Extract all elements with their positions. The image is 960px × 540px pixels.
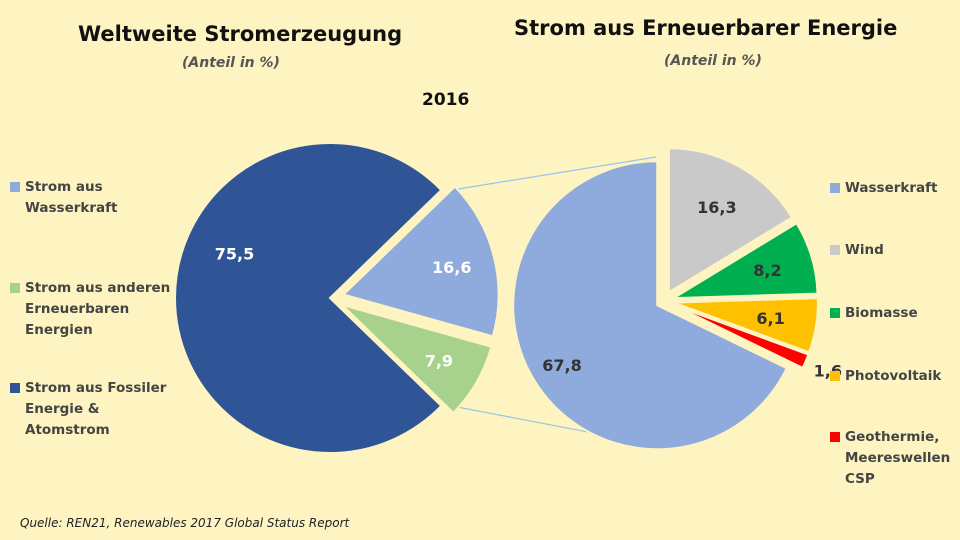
pie-slice-strom-aus-wasserkraft [341, 185, 500, 338]
pie-slice-strom-aus-anderen-erneuerbaren-energien [341, 304, 493, 415]
data-label-strom-aus-anderen-erneuerbaren-energien: 7,9 [425, 352, 453, 371]
legend-item-fossil: Strom aus Fossiler Energie & Atomstrom [10, 378, 166, 441]
legend-item-andere-erneuerbare: Strom aus anderen Erneuerbaren Energien [10, 278, 170, 341]
legend-item-geothermie: Geothermie, Meereswellen CSP [830, 427, 950, 490]
legend-item-wind: Wind [830, 240, 884, 261]
data-label-wasserkraft: 67,8 [542, 356, 581, 375]
legend-item-photovoltaik: Photovoltaik [830, 366, 941, 387]
legend-swatch [830, 245, 840, 255]
data-label-photovoltaik: 6,1 [756, 309, 784, 328]
right-chart-title: Strom aus Erneuerbarer Energie [514, 16, 898, 40]
connector-line-top [451, 156, 657, 191]
pie-slice-wasserkraft [512, 160, 789, 451]
legend-swatch [830, 371, 840, 381]
legend-swatch [830, 308, 840, 318]
legend-swatch [830, 183, 840, 193]
right-chart-subtitle: (Anteil in %) [664, 53, 762, 69]
source-note: Quelle: REN21, Renewables 2017 Global St… [20, 516, 350, 530]
legend-swatch [830, 432, 840, 442]
pie-slice-biomasse [669, 221, 819, 300]
legend-swatch [10, 283, 20, 293]
legend-swatch [10, 182, 20, 192]
left-chart-subtitle: (Anteil in %) [182, 55, 280, 71]
legend-item-wasserkraft-strom: Strom aus Wasserkraft [10, 177, 117, 219]
data-label-wind: 16,3 [697, 198, 736, 217]
legend-item-biomasse: Biomasse [830, 303, 918, 324]
legend-swatch [10, 383, 20, 393]
legend-label: Biomasse [845, 305, 918, 321]
legend-label: Wind [845, 242, 884, 258]
legend-label: Strom aus Fossiler Energie & Atomstrom [25, 380, 167, 438]
data-label-biomasse: 8,2 [753, 261, 781, 280]
pie-slice-wind [667, 147, 794, 295]
year-label: 2016 [422, 90, 470, 110]
data-label-strom-aus-fossiler-energie-atomstrom: 75,5 [215, 244, 254, 263]
legend-label: Strom aus anderen Erneuerbaren Energien [25, 280, 171, 338]
legend-item-wasserkraft: Wasserkraft [830, 178, 937, 199]
data-label-strom-aus-wasserkraft: 16,6 [432, 258, 471, 277]
legend-label: Strom aus Wasserkraft [25, 179, 118, 216]
legend-label: Geothermie, Meereswellen CSP [845, 429, 951, 487]
left-chart-title: Weltweite Stromerzeugung [78, 22, 403, 46]
legend-label: Wasserkraft [845, 180, 938, 196]
pie-slice-photovoltaik [673, 297, 819, 354]
pie-slice-geothermie-meereswellen-csp [672, 303, 810, 370]
pie-slice-strom-aus-fossiler-energie-atomstrom [174, 142, 443, 454]
legend-label: Photovoltaik [845, 368, 942, 384]
